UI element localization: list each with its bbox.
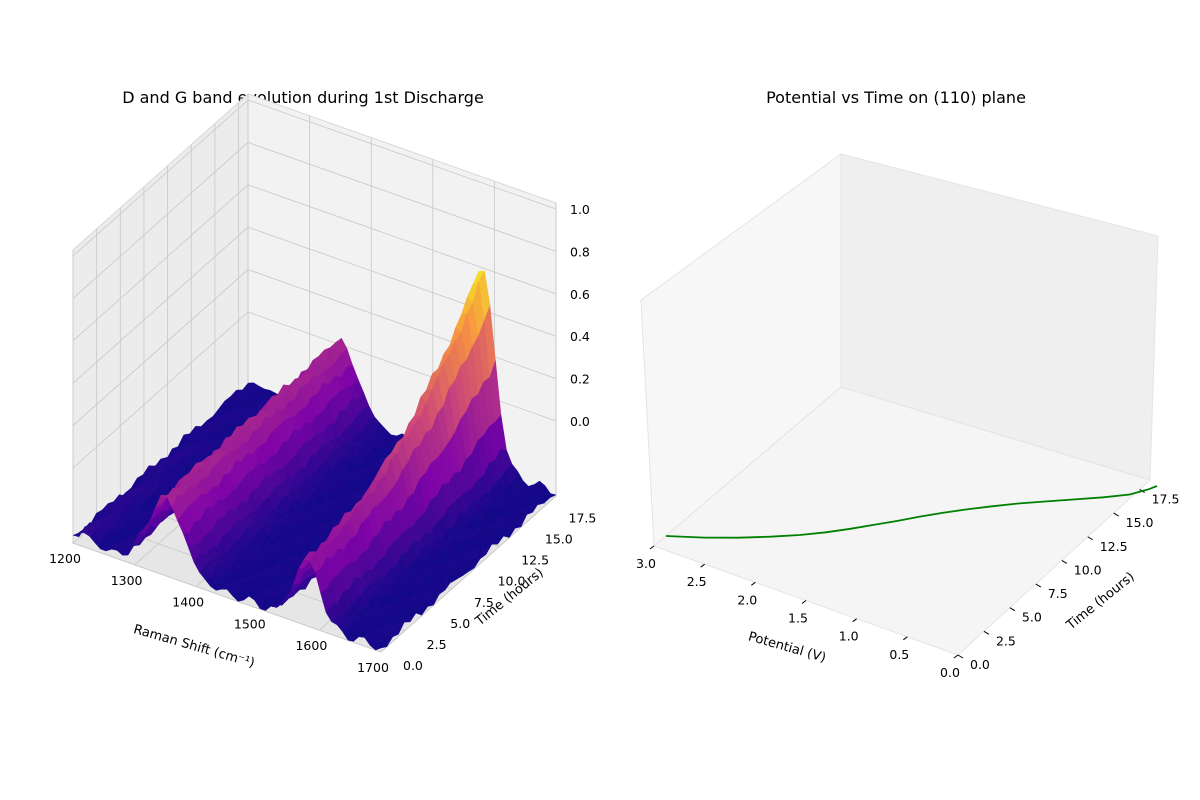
right-y-tick-mark: [957, 654, 964, 659]
left-y-tick-label: 7.5: [474, 595, 494, 610]
right-y-tick-mark: [1113, 512, 1119, 517]
left-grid-x: [380, 495, 557, 653]
left-grid-z-back: [247, 311, 557, 422]
right-y-tick-label: 12.5: [1100, 539, 1128, 554]
left-grid-z-back: [247, 226, 557, 337]
left-z-tick-label: 0.0: [570, 414, 590, 429]
right-y-tick-mark: [1009, 607, 1016, 612]
left-y-tick-label: 10.0: [498, 574, 526, 589]
left-grid-z-back: [247, 142, 557, 252]
surface-plot-panel: D and G band evolution during 1st Discha…: [49, 88, 596, 675]
left-x-tick-label: 1300: [111, 573, 143, 588]
left-x-tick-label: 1600: [295, 638, 327, 653]
left-z-tick-label: 0.6: [570, 287, 590, 302]
left-y-tick-label: 17.5: [569, 510, 597, 525]
surface-cell: [375, 639, 388, 651]
right-x-tick-mark: [953, 654, 959, 659]
right-x-tick-label: 1.5: [788, 611, 808, 626]
left-y-ticks: 0.0 2.55.0 7.5 10.0 12.5 15.0 17.5: [403, 510, 596, 673]
right-y-tick-label: 0.0: [970, 657, 990, 672]
right-y-tick-label: 2.5: [996, 633, 1016, 648]
right-x-tick-mark: [700, 563, 705, 568]
left-grid-z-back: [247, 184, 557, 295]
right-axis-panes: [640, 153, 1159, 656]
left-x-ticks: 1200 1300 1400 1500 1600 1700: [49, 551, 389, 675]
right-x-tick-mark: [649, 545, 655, 550]
right-y-tick-mark: [983, 630, 990, 635]
left-grid-z-side: [72, 99, 249, 257]
right-x-tick-mark: [903, 636, 908, 641]
potential-time-line: [665, 485, 1158, 539]
right-x-axis-label: Potential (V): [746, 629, 827, 666]
right-y-tick-label: 15.0: [1126, 515, 1154, 530]
left-z-tick-label: 0.4: [570, 329, 590, 344]
right-x-tick-mark: [751, 581, 756, 586]
right-x-tick-label: 2.0: [737, 592, 757, 607]
right-y-tick-mark: [1087, 536, 1093, 541]
right-y-tick-label: 7.5: [1048, 586, 1068, 601]
right-y-tick-label: 17.5: [1152, 491, 1180, 506]
left-grid-z-back: [247, 99, 557, 210]
left-chart-title: D and G band evolution during 1st Discha…: [122, 88, 484, 107]
left-z-tick-label: 1.0: [570, 202, 590, 217]
right-x-tick-label: 0.0: [940, 665, 960, 680]
left-grid-z-side: [72, 184, 249, 342]
left-grid-z-side: [72, 311, 249, 469]
raman-surface: [72, 270, 557, 651]
left-y-tick-label: 0.0: [403, 658, 423, 673]
left-x-tick-label: 1400: [172, 595, 204, 610]
left-y-tick-label: 12.5: [521, 553, 549, 568]
right-x-tick-label: 1.0: [839, 629, 859, 644]
right-chart-title: Potential vs Time on (110) plane: [766, 88, 1026, 107]
right-y-tick-mark: [1035, 583, 1042, 588]
right-y-axis-label: Time (hours): [1063, 569, 1137, 633]
left-x-tick-label: 1700: [357, 660, 389, 675]
left-grid-z-side: [72, 226, 249, 384]
left-grid-z-side: [72, 269, 249, 426]
left-y-tick-label: 5.0: [450, 616, 470, 631]
right-y-tick-mark: [1061, 559, 1068, 564]
left-x-tick-label: 1500: [234, 616, 266, 631]
left-grid-z-side: [72, 142, 249, 299]
right-x-tick-label: 0.5: [889, 647, 909, 662]
left-grid-z-back: [247, 269, 557, 379]
right-x-ticks: 3.0 2.5 2.0 1.5 1.0 0.5 0.0: [636, 545, 960, 680]
right-y-tick-label: 10.0: [1074, 562, 1102, 577]
right-x-tick-label: 2.5: [687, 574, 707, 589]
left-grid-y: [72, 542, 382, 653]
right-x-tick-label: 3.0: [636, 556, 656, 571]
line-plot-panel: Potential vs Time on (110) plane 3.0 2.5 2…: [636, 88, 1179, 680]
left-y-tick-label: 2.5: [427, 637, 447, 652]
left-z-ticks: 0.0 0.2 0.4 0.6 0.8 1.0: [570, 202, 590, 429]
right-y-tick-label: 5.0: [1022, 610, 1042, 625]
left-z-tick-label: 0.8: [570, 244, 590, 259]
left-y-tick-label: 15.0: [545, 532, 573, 547]
left-x-tick-label: 1200: [49, 551, 81, 566]
right-x-tick-mark: [801, 600, 807, 604]
right-x-tick-mark: [852, 618, 857, 623]
left-z-tick-label: 0.2: [570, 372, 590, 387]
right-y-ticks: 0.0 2.5 5.0 7.5 10.0 12.5 15.0 17.5: [957, 489, 1180, 672]
